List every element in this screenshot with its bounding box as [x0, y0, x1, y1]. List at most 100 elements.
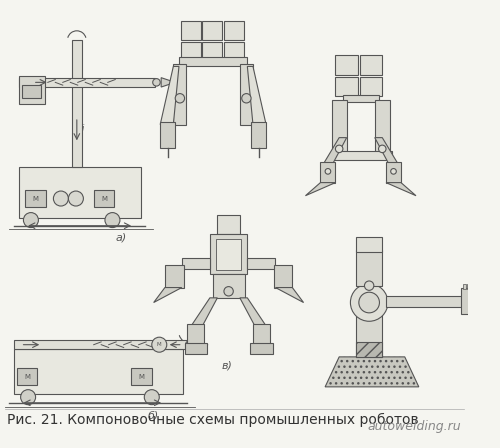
Text: а): а) — [115, 233, 126, 243]
Circle shape — [144, 390, 160, 405]
Text: Рис. 21. Компоновочные схемы промышленных роботов: Рис. 21. Компоновочные схемы промышленны… — [8, 413, 419, 426]
Bar — [188, 324, 204, 345]
Bar — [210, 234, 248, 275]
Bar — [18, 76, 45, 104]
Text: M: M — [157, 342, 162, 347]
Bar — [131, 368, 152, 385]
Bar — [466, 284, 469, 289]
Polygon shape — [240, 298, 266, 326]
Bar — [179, 57, 248, 66]
Bar — [174, 64, 186, 125]
Bar — [336, 77, 358, 96]
Text: M: M — [32, 195, 38, 202]
Bar — [216, 239, 241, 270]
Bar — [336, 55, 358, 75]
Circle shape — [350, 284, 388, 321]
Bar — [14, 349, 182, 394]
Text: б): б) — [148, 411, 160, 421]
Bar — [182, 258, 210, 269]
Circle shape — [105, 213, 120, 228]
Bar — [18, 167, 140, 218]
Text: M: M — [24, 374, 30, 379]
Bar — [356, 237, 382, 252]
Bar — [202, 22, 222, 40]
Circle shape — [24, 213, 38, 228]
Polygon shape — [322, 138, 346, 166]
Bar — [17, 368, 38, 385]
Text: i: i — [82, 124, 84, 133]
Bar — [461, 288, 487, 314]
Circle shape — [152, 78, 160, 86]
Polygon shape — [191, 298, 218, 326]
Bar — [240, 64, 253, 125]
Bar — [332, 100, 346, 153]
Bar — [356, 250, 382, 286]
Bar — [218, 215, 240, 234]
Circle shape — [378, 145, 386, 153]
Polygon shape — [325, 357, 419, 387]
Bar — [22, 85, 41, 98]
Bar — [375, 100, 390, 153]
Bar — [343, 95, 378, 102]
Bar — [251, 122, 266, 148]
Text: autowelding.ru: autowelding.ru — [368, 420, 461, 433]
Bar — [224, 22, 244, 40]
Polygon shape — [194, 341, 208, 349]
Circle shape — [54, 191, 68, 206]
Circle shape — [325, 168, 330, 174]
Text: M: M — [101, 195, 107, 202]
Bar — [18, 78, 154, 87]
Circle shape — [224, 287, 234, 296]
Polygon shape — [248, 66, 266, 125]
Polygon shape — [161, 78, 175, 87]
Bar — [386, 162, 401, 183]
Polygon shape — [154, 288, 182, 302]
Bar — [160, 122, 175, 148]
Bar — [224, 42, 244, 61]
Circle shape — [68, 191, 84, 206]
Bar — [72, 40, 82, 167]
Bar — [360, 55, 382, 75]
Bar — [181, 42, 201, 61]
Bar — [26, 190, 46, 207]
Bar — [94, 190, 114, 207]
Circle shape — [364, 281, 374, 290]
Text: M: M — [138, 374, 144, 379]
Bar — [253, 324, 270, 345]
Circle shape — [20, 390, 36, 405]
Bar — [356, 342, 382, 357]
Circle shape — [390, 168, 396, 174]
Circle shape — [152, 337, 167, 352]
Circle shape — [359, 292, 380, 313]
Bar — [165, 265, 184, 288]
Bar — [248, 258, 276, 269]
Circle shape — [336, 145, 343, 153]
Bar — [14, 340, 188, 349]
Circle shape — [186, 341, 193, 349]
Bar — [212, 275, 244, 298]
Polygon shape — [375, 138, 399, 166]
Text: в): в) — [222, 360, 233, 370]
Bar — [356, 308, 382, 357]
Ellipse shape — [68, 365, 104, 386]
Bar — [320, 162, 336, 183]
Bar — [463, 284, 466, 289]
Circle shape — [175, 94, 184, 103]
Bar — [250, 343, 272, 354]
Polygon shape — [276, 288, 303, 302]
Bar — [360, 77, 382, 96]
Bar — [181, 22, 201, 40]
Bar — [474, 284, 477, 289]
Bar — [478, 284, 480, 289]
Bar — [274, 265, 292, 288]
Bar — [332, 151, 392, 160]
Bar — [184, 343, 207, 354]
Polygon shape — [160, 66, 179, 125]
Circle shape — [242, 94, 251, 103]
Polygon shape — [386, 183, 416, 196]
Bar — [470, 284, 473, 289]
Bar — [386, 296, 463, 307]
Bar — [202, 42, 222, 61]
Bar — [482, 284, 484, 289]
Polygon shape — [306, 183, 336, 196]
